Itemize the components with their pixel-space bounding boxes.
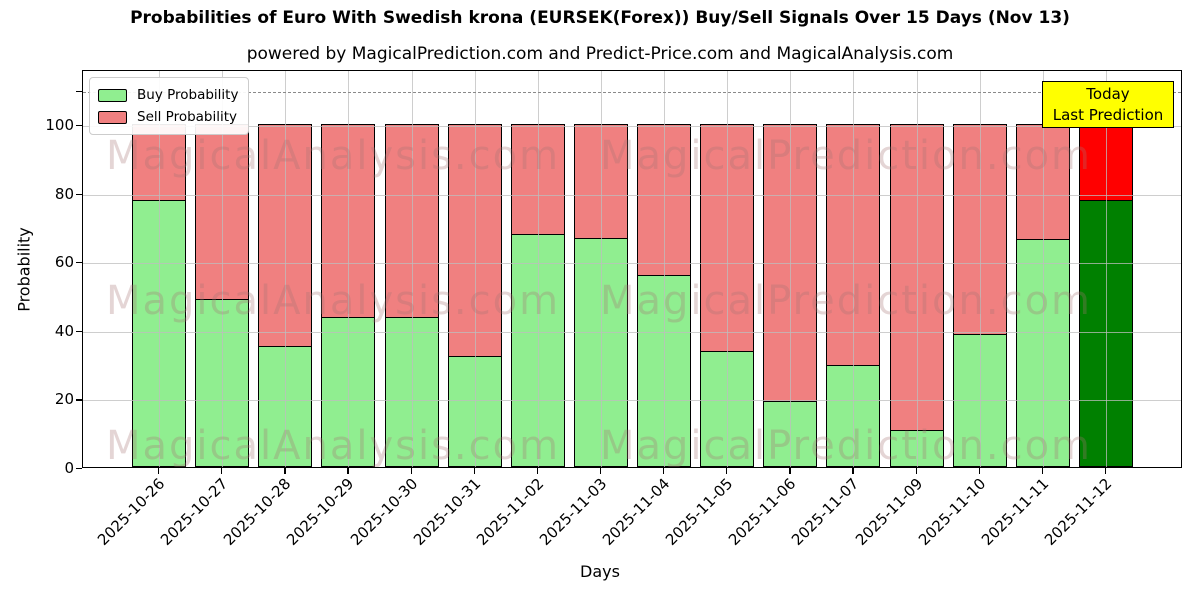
- vertical-gridline: [727, 71, 729, 467]
- horizontal-gridline: [83, 194, 1181, 196]
- chart-subtitle: powered by MagicalPrediction.com and Pre…: [246, 44, 954, 64]
- grid-layer: [83, 71, 1181, 467]
- x-axis-label: Days: [580, 562, 620, 581]
- x-tickmark: [789, 468, 791, 474]
- x-tickmark: [410, 468, 412, 474]
- y-tickmark: [76, 262, 82, 264]
- watermark-analysis: MagicalAnalysis.com: [105, 278, 561, 324]
- today-last-prediction-badge: Today Last Prediction: [1042, 81, 1174, 128]
- x-tickmark: [726, 468, 728, 474]
- legend-buy-label: Buy Probability: [137, 87, 239, 103]
- x-tickmark: [347, 468, 349, 474]
- y-tickmark: [76, 468, 82, 470]
- y-tickmark: [76, 193, 82, 195]
- x-tickmark: [158, 468, 160, 474]
- y-tick-label: 100: [45, 115, 74, 134]
- y-tick-label: 80: [54, 184, 74, 203]
- y-tick-label: 40: [54, 321, 74, 340]
- vertical-gridline: [411, 71, 413, 467]
- last-prediction-line: Last Prediction: [1052, 106, 1164, 124]
- x-tickmark: [663, 468, 665, 474]
- x-tickmark: [221, 468, 223, 474]
- today-line: Today: [1086, 85, 1130, 103]
- horizontal-gridline: [83, 125, 1181, 127]
- legend-sell-label: Sell Probability: [137, 109, 238, 125]
- watermark-prediction: MagicalPrediction.com: [600, 423, 1092, 468]
- legend-row-sell: Sell Probability: [98, 106, 238, 128]
- y-tickmark: [76, 90, 82, 92]
- y-tick-label: 20: [54, 390, 74, 409]
- watermark-prediction: MagicalPrediction.com: [600, 278, 1092, 324]
- y-axis-label: Probability: [14, 227, 34, 312]
- threshold-dashed-line: [83, 91, 1181, 93]
- vertical-gridline: [916, 71, 918, 467]
- x-tickmark: [915, 468, 917, 474]
- watermark-analysis: MagicalAnalysis.com: [105, 423, 561, 468]
- y-tick-label: 0: [64, 459, 74, 477]
- vertical-gridline: [1042, 71, 1044, 467]
- vertical-gridline: [537, 71, 539, 467]
- y-tickmark: [76, 399, 82, 401]
- chart-title: Probabilities of Euro With Swedish krona…: [130, 8, 1070, 28]
- y-tickmark: [76, 124, 82, 127]
- legend-row-buy: Buy Probability: [98, 84, 238, 106]
- x-tickmark: [1105, 468, 1107, 474]
- horizontal-gridline: [83, 331, 1181, 333]
- horizontal-gridline: [83, 263, 1181, 265]
- x-tickmark: [852, 468, 854, 474]
- vertical-gridline: [159, 71, 160, 467]
- vertical-gridline: [979, 71, 981, 467]
- legend: Buy Probability Sell Probability: [89, 77, 250, 135]
- watermark-layer: MagicalAnalysis.com MagicalPrediction.com…: [83, 71, 1181, 467]
- vertical-gridline: [1105, 71, 1107, 467]
- watermark-prediction: MagicalPrediction.com: [600, 133, 1092, 179]
- y-tick-label: 60: [54, 253, 74, 272]
- vertical-gridline: [790, 71, 792, 467]
- x-tickmark: [284, 468, 286, 474]
- sell-swatch-icon: [98, 110, 127, 124]
- vertical-gridline: [222, 71, 224, 467]
- x-tickmark: [536, 468, 539, 474]
- buy-swatch-icon: [98, 88, 127, 102]
- plot-area: MagicalAnalysis.com MagicalPrediction.com…: [82, 70, 1182, 468]
- vertical-gridline: [348, 71, 350, 467]
- watermark-analysis: MagicalAnalysis.com: [105, 133, 561, 179]
- y-tickmark: [76, 330, 82, 333]
- horizontal-gridline: [83, 400, 1181, 402]
- x-tickmark: [473, 468, 475, 474]
- vertical-gridline: [853, 71, 855, 467]
- x-tickmark: [1041, 468, 1044, 474]
- vertical-gridline: [664, 71, 666, 467]
- vertical-gridline: [285, 71, 287, 467]
- x-tickmark: [599, 468, 602, 474]
- x-tickmark: [978, 468, 980, 474]
- vertical-gridline: [474, 71, 476, 467]
- vertical-gridline: [600, 71, 602, 467]
